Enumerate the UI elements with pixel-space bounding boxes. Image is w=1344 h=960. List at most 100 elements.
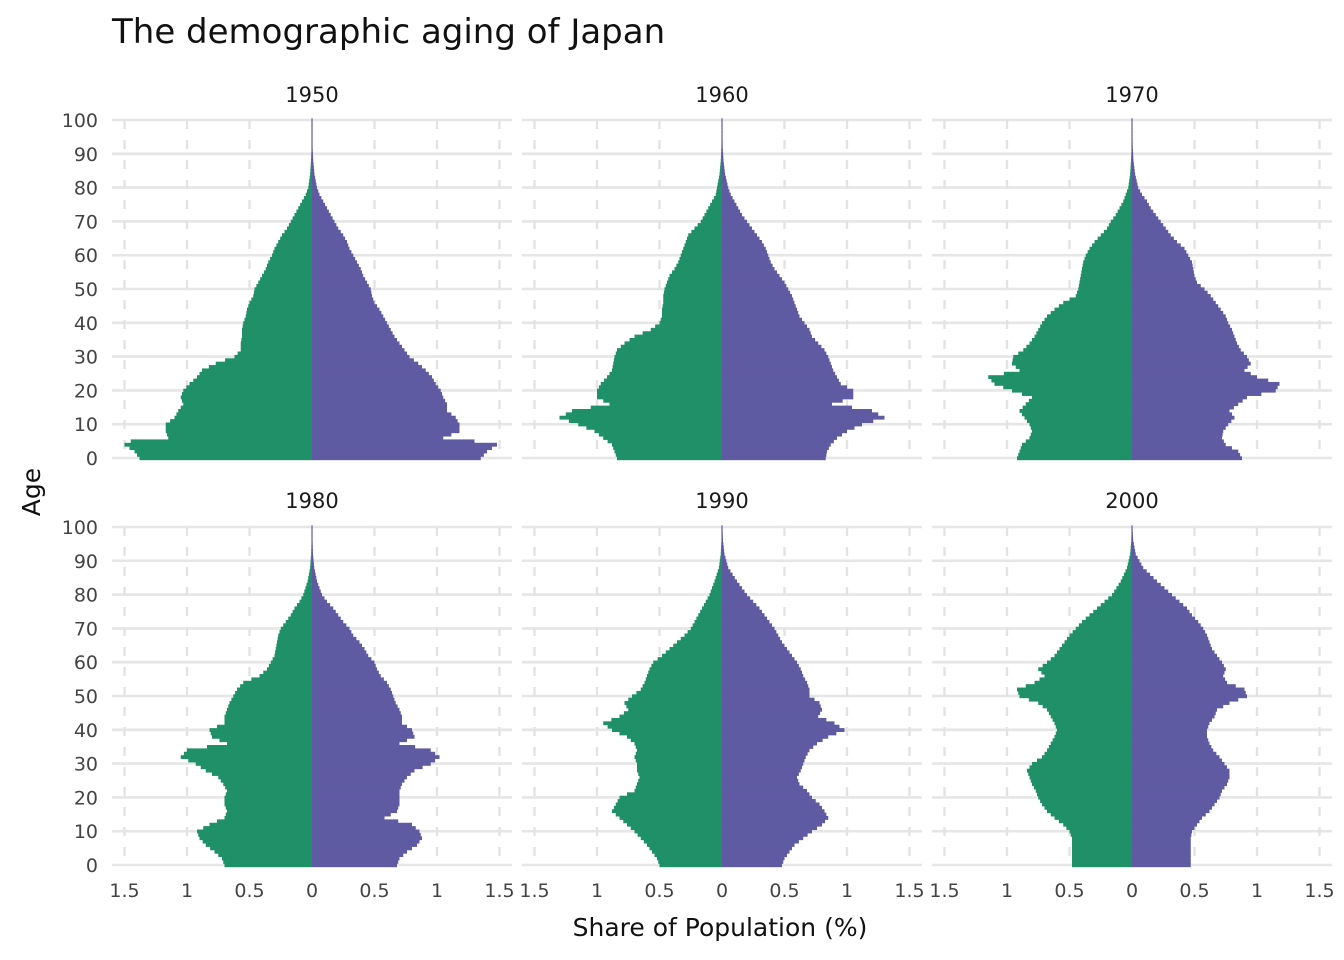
bar-right-age-2: [312, 856, 400, 861]
bar-right-age-68: [312, 633, 354, 638]
bar-left-age-100: [311, 118, 312, 123]
bar-right-age-16: [1132, 809, 1210, 814]
bar-left-age-12: [559, 415, 722, 420]
bar-right-age-33: [312, 751, 436, 756]
bar-right-age-98: [312, 125, 313, 129]
bar-right-age-100: [722, 525, 723, 530]
bar-right-age-86: [312, 165, 314, 170]
y-tick-label: 90: [74, 144, 98, 166]
bar-left-age-67: [284, 229, 312, 234]
bar-right-age-20: [722, 795, 812, 800]
bar-left-age-31: [188, 758, 312, 763]
bar-right-age-64: [312, 646, 365, 651]
bar-left-age-2: [134, 449, 312, 454]
bar-right-age-50: [1132, 694, 1247, 699]
bar-left-age-91: [1129, 555, 1132, 560]
x-tick-label: 1.5: [894, 880, 924, 902]
bar-left-age-42: [662, 314, 722, 319]
bar-left-age-25: [1030, 778, 1132, 783]
bar-left-age-93: [311, 548, 312, 553]
bar-left-age-72: [1115, 212, 1132, 217]
bar-right-age-70: [1132, 626, 1204, 631]
bar-left-age-75: [1121, 202, 1132, 207]
bar-right-age-79: [312, 189, 319, 194]
bar-left-age-92: [721, 145, 722, 150]
bar-left-age-61: [1050, 657, 1132, 662]
y-tick-label: 30: [74, 754, 98, 776]
bar-right-age-49: [312, 290, 372, 295]
bar-right-age-23: [722, 378, 839, 383]
bar-left-age-9: [165, 425, 312, 430]
bar-left-age-97: [1131, 535, 1132, 540]
bar-left-age-27: [612, 365, 722, 369]
bar-left-age-89: [1131, 155, 1132, 160]
bar-right-age-76: [722, 606, 760, 611]
bar-left-age-72: [1082, 619, 1132, 624]
bar-left-age-63: [276, 243, 312, 248]
bar-left-age-84: [714, 579, 722, 584]
bar-right-age-50: [312, 694, 394, 699]
bar-left-age-26: [639, 775, 722, 780]
bar-left-age-53: [668, 277, 722, 282]
bar-right-age-27: [1132, 772, 1230, 776]
bar-right-age-27: [722, 772, 799, 776]
bar-left-age-100: [1131, 118, 1132, 123]
bar-right-age-25: [312, 371, 429, 376]
bar-left-age-85: [1130, 169, 1132, 173]
bar-right-age-90: [722, 152, 724, 156]
bar-right-age-73: [312, 209, 329, 214]
bar-left-age-21: [627, 792, 722, 797]
bar-right-age-34: [312, 341, 400, 346]
bar-left-age-96: [311, 538, 312, 543]
bar-left-age-71: [1113, 216, 1132, 221]
bar-right-age-85: [312, 169, 315, 173]
bar-right-age-10: [722, 829, 812, 834]
bar-left-age-79: [716, 189, 722, 194]
bar-right-age-10: [312, 422, 460, 427]
bar-right-age-86: [1132, 165, 1135, 170]
bar-left-age-49: [253, 290, 312, 295]
bar-right-age-16: [722, 402, 832, 407]
bar-left-age-75: [300, 202, 312, 207]
bar-right-age-9: [312, 425, 460, 430]
bar-right-age-51: [722, 283, 787, 288]
bar-right-age-58: [1132, 667, 1226, 672]
bar-left-age-6: [603, 436, 722, 440]
facet-label: 1950: [285, 83, 338, 107]
bar-right-age-88: [722, 158, 724, 163]
bar-right-age-63: [1132, 243, 1181, 248]
bar-right-age-68: [312, 226, 339, 231]
bar-left-age-18: [224, 802, 312, 807]
bar-right-age-96: [722, 538, 723, 543]
bar-left-age-39: [1055, 731, 1132, 736]
bar-left-age-30: [234, 354, 312, 359]
bar-right-age-90: [722, 559, 727, 563]
bar-left-age-4: [124, 442, 312, 447]
y-tick-label: 60: [74, 245, 98, 267]
bar-right-age-39: [312, 324, 389, 329]
bar-right-age-92: [722, 552, 725, 557]
bar-left-age-68: [287, 226, 312, 231]
facet-panel-1950: 1950 0 10 20 30 40 50 60 70 80 90 100: [62, 83, 512, 470]
bar-right-age-36: [1132, 741, 1210, 746]
bar-right-age-26: [1132, 775, 1230, 780]
bar-left-age-51: [1018, 690, 1132, 695]
bar-left-age-18: [1042, 802, 1132, 807]
bar-right-age-42: [312, 314, 384, 319]
x-tick-label: 1: [1251, 880, 1263, 902]
x-tick-label: 1: [591, 880, 603, 902]
bar-left-age-44: [619, 714, 722, 719]
bar-right-age-75: [1132, 609, 1190, 614]
bar-right-age-82: [722, 179, 727, 184]
bar-left-age-66: [1100, 233, 1132, 238]
bar-right-age-91: [312, 148, 313, 153]
bar-left-age-89: [720, 155, 722, 160]
bar-right-age-11: [722, 419, 874, 424]
bar-right-age-72: [312, 619, 344, 624]
bar-right-age-45: [1132, 711, 1216, 716]
bar-right-age-44: [1132, 714, 1215, 719]
bar-left-age-77: [703, 603, 722, 607]
y-tick-label: 20: [74, 787, 98, 809]
bar-right-age-87: [312, 569, 315, 574]
bar-left-age-34: [1047, 748, 1132, 753]
